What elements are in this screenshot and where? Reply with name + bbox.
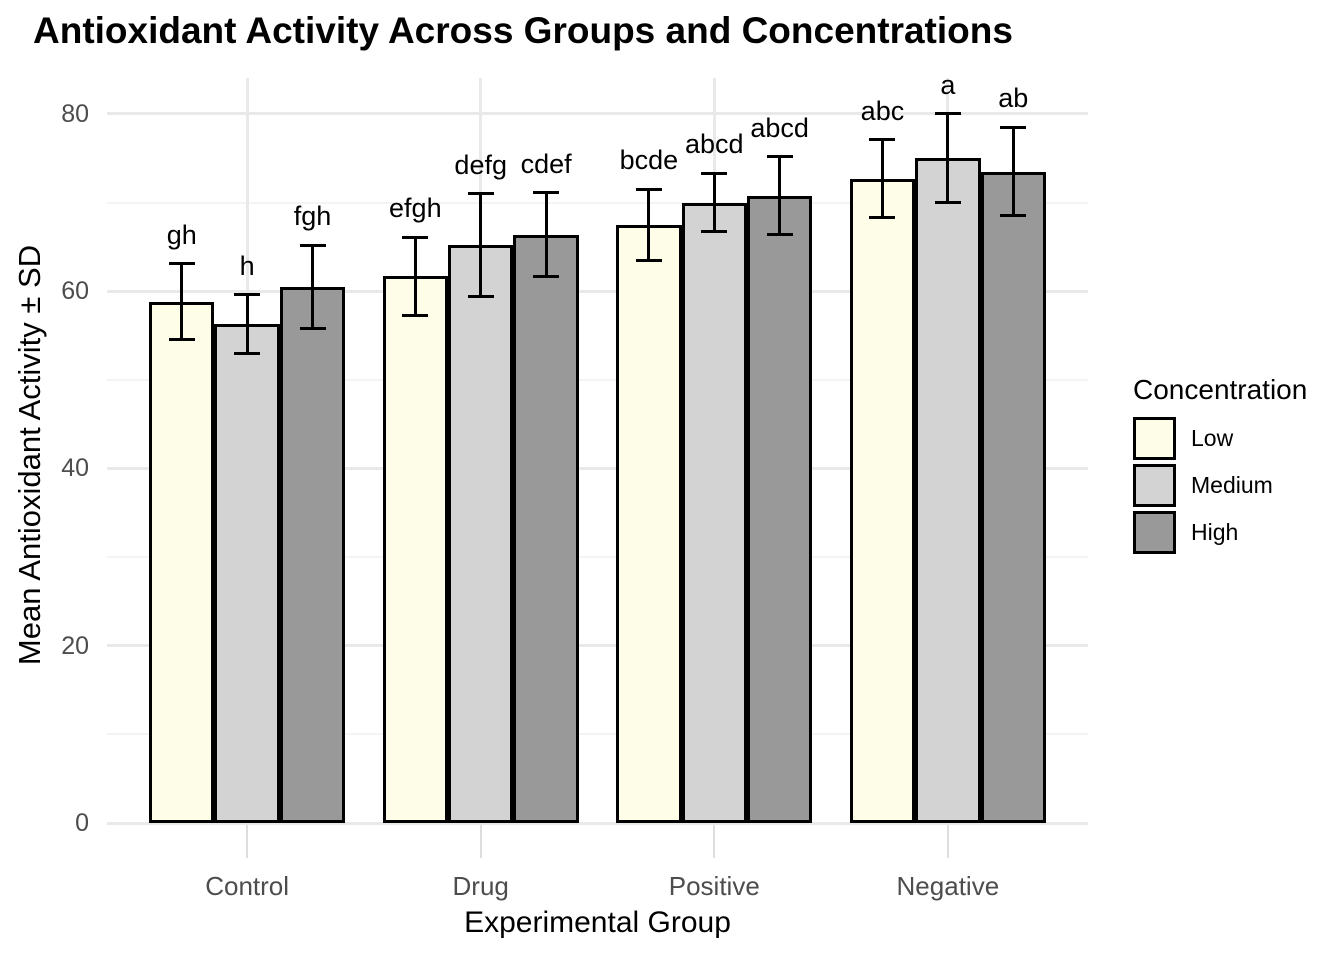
- bar-drug-high: [513, 234, 579, 823]
- errorbar-cap-top: [299, 243, 326, 247]
- gridline-minor-10: [107, 733, 1088, 736]
- plot-panel: 0 20 40 60 80 Control Drug Positive Negative gh ef…: [61, 70, 1088, 901]
- significance-letter-drug-high: cdef: [520, 148, 572, 179]
- errorbar-negative-low: [880, 139, 884, 218]
- gridline-minor-30: [107, 556, 1088, 559]
- errorbar-cap-bottom: [234, 351, 261, 355]
- errorbar-cap-bottom: [934, 201, 961, 205]
- gridline-major-40: [107, 466, 1088, 470]
- legend: Concentration Low Medium High: [1133, 374, 1307, 558]
- y-tick-label-20: 20: [61, 631, 89, 660]
- bar-control-medium: [214, 324, 280, 823]
- errorbar-negative-medium: [946, 113, 950, 203]
- legend-label-high: High: [1191, 519, 1239, 545]
- legend-item-high: High: [1133, 511, 1307, 554]
- legend-swatch-medium: [1133, 464, 1176, 507]
- y-tick-label-80: 80: [61, 99, 89, 128]
- errorbar-control-low: [180, 263, 184, 340]
- chart-title: Antioxidant Activity Across Groups and C…: [33, 10, 1013, 51]
- x-axis-title: Experimental Group: [464, 906, 731, 939]
- errorbar-positive-low: [647, 189, 651, 261]
- errorbar-cap-top: [234, 293, 261, 297]
- errorbar-cap-top: [934, 112, 961, 116]
- y-axis-title: Mean Antioxidant Activity ± SD: [12, 244, 47, 666]
- gridline-major-20: [107, 644, 1088, 648]
- errorbar-cap-bottom: [869, 216, 896, 220]
- bar-drug-low: [382, 276, 448, 823]
- errorbar-cap-bottom: [701, 230, 728, 234]
- x-tick-label-drug: Drug: [452, 871, 509, 901]
- significance-letter-positive-low: bcde: [619, 145, 679, 176]
- significance-letter-drug-medium: defg: [454, 149, 507, 180]
- significance-letter-control-high: fgh: [293, 201, 332, 232]
- errorbar-cap-bottom: [1000, 214, 1027, 218]
- errorbar-cap-bottom: [533, 274, 560, 278]
- legend-label-low: Low: [1191, 425, 1234, 451]
- significance-letter-control-low: gh: [166, 219, 197, 250]
- gridline-major-80: [107, 112, 1088, 116]
- x-tick-negative: [946, 825, 949, 858]
- gridline-major-60: [107, 289, 1088, 293]
- bar-control-low: [149, 301, 215, 823]
- errorbar-positive-high: [778, 156, 782, 235]
- x-tick-label-control: Control: [205, 871, 290, 901]
- errorbar-cap-top: [1000, 125, 1027, 129]
- bar-positive-low: [616, 224, 682, 823]
- significance-letter-negative-low: abc: [860, 95, 905, 126]
- errorbar-cap-top: [467, 192, 494, 196]
- y-tick-label-60: 60: [61, 277, 89, 306]
- errorbar-cap-bottom: [402, 313, 429, 317]
- errorbar-control-medium: [245, 294, 249, 354]
- gridline-major-0: [107, 821, 1088, 825]
- errorbar-cap-top: [168, 262, 195, 266]
- legend-swatch-high: [1133, 511, 1176, 554]
- bar-negative-medium: [915, 158, 981, 823]
- errorbar-cap-top: [701, 171, 728, 175]
- legend-label-medium: Medium: [1191, 472, 1273, 498]
- x-tick-control: [246, 825, 249, 858]
- significance-letter-negative-high: ab: [998, 83, 1029, 114]
- errorbar-drug-high: [544, 192, 548, 277]
- legend-item-low: Low: [1133, 417, 1307, 460]
- x-tick-drug: [479, 825, 482, 858]
- bar-negative-low: [849, 178, 916, 823]
- bar-negative-high: [980, 171, 1046, 823]
- legend-title: Concentration: [1133, 374, 1308, 405]
- errorbar-cap-bottom: [467, 295, 494, 299]
- gridline-minor-50: [107, 378, 1088, 381]
- legend-swatch-low: [1133, 417, 1176, 460]
- bar-positive-high: [746, 195, 813, 823]
- significance-letter-positive-medium: abcd: [685, 129, 744, 160]
- errorbar-cap-top: [635, 187, 662, 191]
- errorbar-drug-low: [413, 237, 417, 316]
- errorbar-cap-bottom: [766, 233, 793, 236]
- significance-letter-control-medium: h: [239, 250, 255, 281]
- significance-letter-drug-low: efgh: [389, 193, 442, 224]
- bar-control-high: [279, 286, 346, 823]
- x-tick-positive: [713, 825, 716, 858]
- errorbar-cap-top: [533, 191, 560, 195]
- errorbar-cap-bottom: [168, 338, 195, 342]
- bar-positive-medium: [681, 202, 747, 823]
- errorbar-drug-medium: [479, 193, 483, 297]
- significance-letter-positive-high: abcd: [750, 112, 809, 143]
- bar-drug-medium: [448, 245, 514, 823]
- errorbar-cap-top: [402, 235, 429, 239]
- errorbar-cap-top: [869, 138, 896, 142]
- y-tick-label-40: 40: [61, 454, 89, 483]
- errorbar-cap-bottom: [635, 258, 662, 262]
- errorbar-positive-medium: [712, 173, 716, 232]
- y-tick-label-0: 0: [75, 809, 89, 837]
- gridline-minor-70: [107, 201, 1088, 204]
- x-tick-label-positive: Positive: [668, 871, 760, 901]
- legend-item-medium: Medium: [1133, 464, 1307, 507]
- significance-letter-negative-medium: a: [940, 69, 956, 100]
- errorbar-control-high: [311, 245, 315, 329]
- errorbar-cap-top: [766, 155, 793, 159]
- x-tick-label-negative: Negative: [896, 871, 1000, 901]
- errorbar-negative-high: [1011, 127, 1015, 216]
- legend-items: Low Medium High: [1133, 417, 1307, 554]
- errorbar-cap-bottom: [299, 326, 326, 330]
